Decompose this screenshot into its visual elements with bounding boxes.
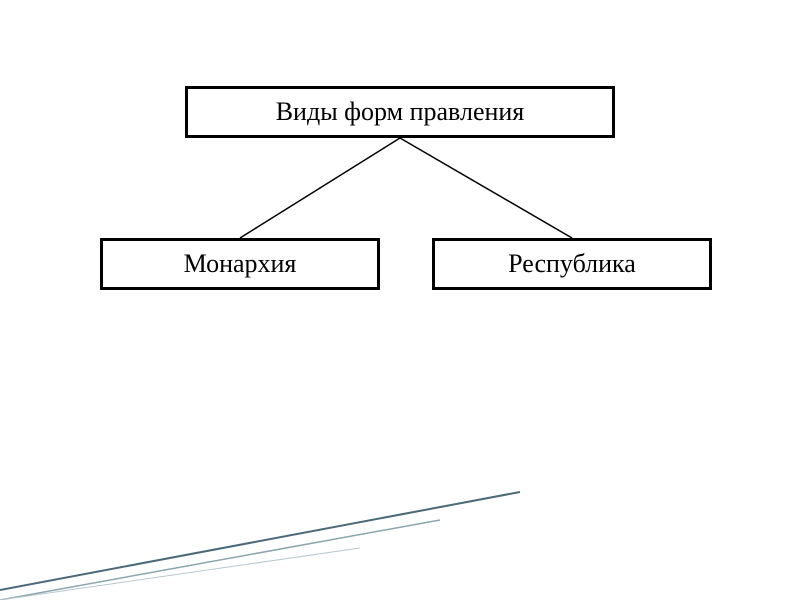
node-monarchy: Монархия: [100, 238, 380, 290]
node-root: Виды форм правления: [185, 86, 615, 138]
node-republic-label: Республика: [508, 249, 636, 279]
node-monarchy-label: Монархия: [184, 249, 297, 279]
node-republic: Республика: [432, 238, 712, 290]
node-root-label: Виды форм правления: [276, 97, 525, 127]
edge-root-republic: [400, 138, 572, 238]
edge-root-monarchy: [240, 138, 400, 238]
corner-decoration: [0, 480, 800, 600]
